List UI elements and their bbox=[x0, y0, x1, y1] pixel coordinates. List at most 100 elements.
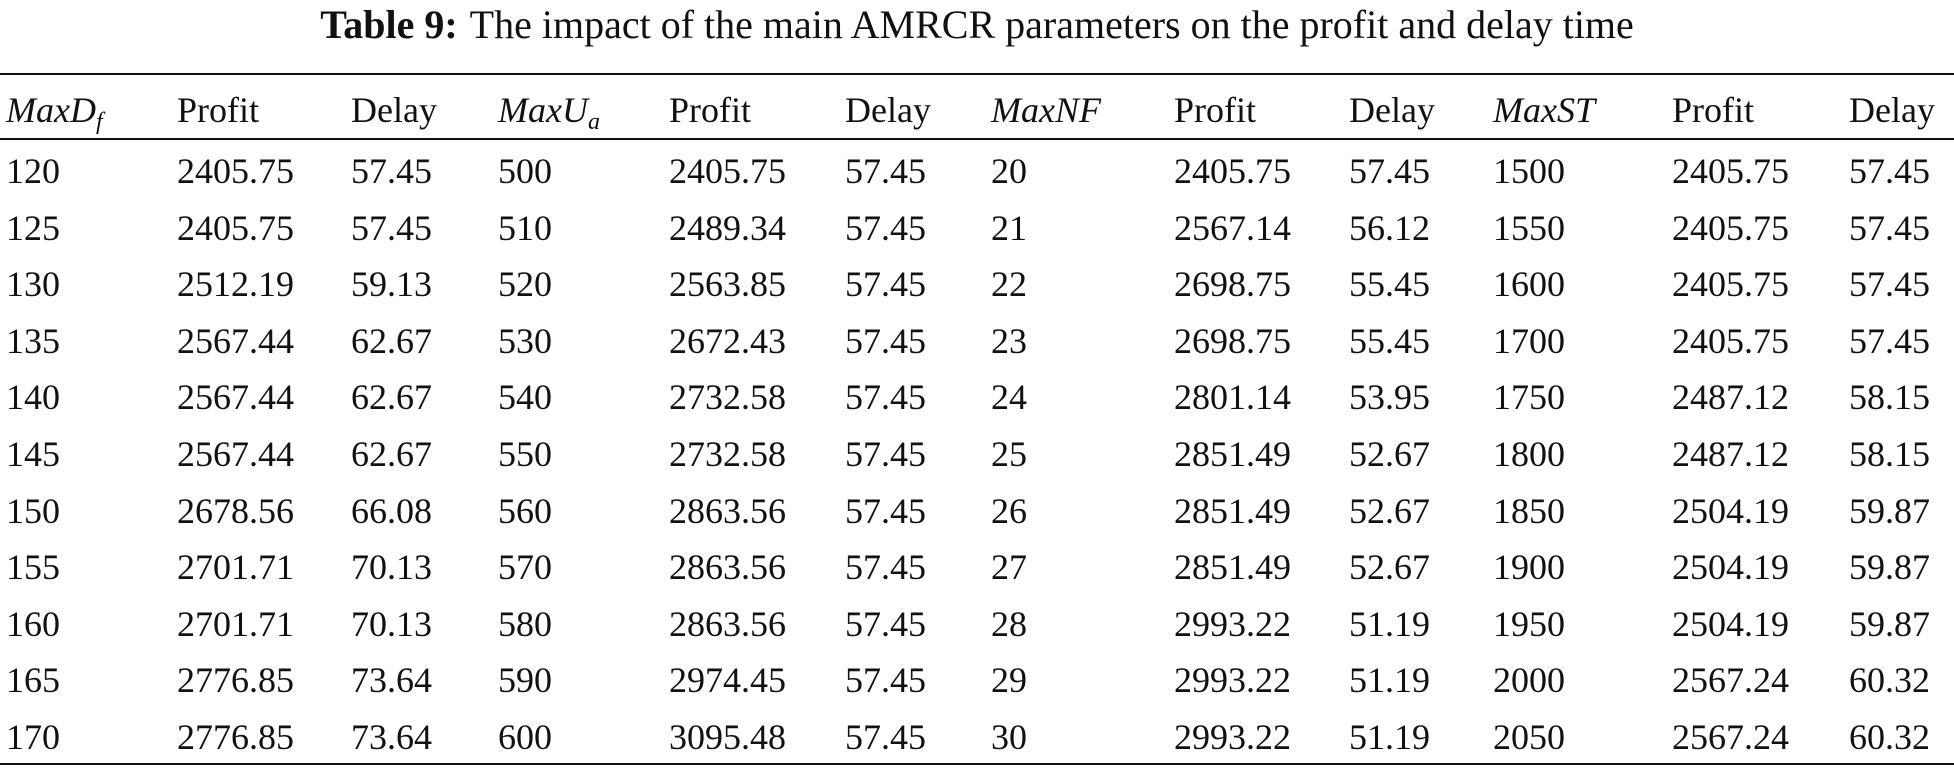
table-cell: 2405.75 bbox=[1672, 264, 1789, 305]
table-cell: 2563.85 bbox=[669, 264, 786, 305]
table-cell: 52.67 bbox=[1349, 547, 1430, 588]
table-cell: 170 bbox=[6, 717, 60, 757]
table-cell: 130 bbox=[6, 264, 60, 305]
table-cell: 140 bbox=[6, 377, 60, 418]
header-text: MaxU bbox=[498, 90, 588, 130]
header-cell: Delay bbox=[1349, 90, 1435, 130]
table-cell: 2567.24 bbox=[1672, 660, 1789, 701]
table-cell: 135 bbox=[6, 320, 60, 361]
table-cell: 1850 bbox=[1493, 490, 1565, 531]
table-cell: 2504.19 bbox=[1672, 603, 1789, 644]
table-cell: 59.13 bbox=[351, 264, 432, 305]
table-cell: 2405.75 bbox=[177, 151, 294, 191]
table-cell: 160 bbox=[6, 603, 60, 644]
header-symbol: MaxDf bbox=[6, 90, 103, 135]
table-cell: 57.45 bbox=[1849, 320, 1930, 361]
table-cell: 600 bbox=[498, 717, 552, 757]
table-cell: 2974.45 bbox=[669, 660, 786, 701]
table-cell: 2851.49 bbox=[1174, 547, 1291, 588]
table-cell: 2567.24 bbox=[1672, 717, 1789, 757]
table-cell: 2701.71 bbox=[177, 603, 294, 644]
caption-text: The impact of the main AMRCR parameters … bbox=[469, 2, 1634, 47]
header-text: MaxD bbox=[6, 90, 96, 130]
table-cell: 1700 bbox=[1493, 320, 1565, 361]
table-cell: 550 bbox=[498, 434, 552, 474]
table-cell: 2487.12 bbox=[1672, 377, 1789, 418]
table-cell: 70.13 bbox=[351, 547, 432, 588]
table-cell: 2776.85 bbox=[177, 660, 294, 701]
table-cell: 2776.85 bbox=[177, 717, 294, 757]
table-cell: 165 bbox=[6, 660, 60, 701]
table-cell: 2405.75 bbox=[669, 151, 786, 191]
table-cell: 150 bbox=[6, 490, 60, 531]
table-cell: 2732.58 bbox=[669, 434, 786, 474]
header-text: MaxNF bbox=[991, 90, 1101, 130]
table-cell: 125 bbox=[6, 207, 60, 248]
table-cell: 73.64 bbox=[351, 717, 432, 757]
table-cell: 580 bbox=[498, 603, 552, 644]
header-cell: Profit bbox=[1672, 90, 1755, 130]
table-cell: 55.45 bbox=[1349, 264, 1430, 305]
table-cell: 57.45 bbox=[845, 547, 926, 588]
table-cell: 70.13 bbox=[351, 603, 432, 644]
table-cell: 510 bbox=[498, 207, 552, 248]
table-cell: 57.45 bbox=[845, 660, 926, 701]
table-cell: 2678.56 bbox=[177, 490, 294, 531]
table-cell: 60.32 bbox=[1849, 660, 1930, 701]
table-cell: 23 bbox=[991, 320, 1027, 361]
table-cell: 1900 bbox=[1493, 547, 1565, 588]
table-cell: 26 bbox=[991, 490, 1027, 531]
table-cell: 2993.22 bbox=[1174, 717, 1291, 757]
table-cell: 57.45 bbox=[1849, 207, 1930, 248]
table-cell: 500 bbox=[498, 151, 552, 191]
table-cell: 1750 bbox=[1493, 377, 1565, 418]
table-cell: 2405.75 bbox=[177, 207, 294, 248]
header-symbol: MaxST bbox=[1493, 90, 1595, 130]
table-cell: 2504.19 bbox=[1672, 490, 1789, 531]
table-cell: 2863.56 bbox=[669, 547, 786, 588]
table-cell: 57.45 bbox=[1349, 151, 1430, 191]
header-symbol: MaxUa bbox=[498, 90, 600, 135]
header-cell: Delay bbox=[1849, 90, 1935, 130]
table-cell: 22 bbox=[991, 264, 1027, 305]
table-cell: 59.87 bbox=[1849, 603, 1930, 644]
table-cell: 1600 bbox=[1493, 264, 1565, 305]
table-cell: 60.32 bbox=[1849, 717, 1930, 757]
table-cell: 2050 bbox=[1493, 717, 1565, 757]
table-cell: 145 bbox=[6, 434, 60, 474]
table-cell: 1950 bbox=[1493, 603, 1565, 644]
table-cell: 2851.49 bbox=[1174, 490, 1291, 531]
table-cell: 120 bbox=[6, 151, 60, 191]
table-cell: 2567.44 bbox=[177, 434, 294, 474]
header-cell: MaxNF bbox=[991, 88, 1101, 132]
table-cell: 2489.34 bbox=[669, 207, 786, 248]
table-cell: 62.67 bbox=[351, 377, 432, 418]
caption-label: Table 9: bbox=[320, 2, 458, 47]
table-cell: 57.45 bbox=[1849, 264, 1930, 305]
table-cell: 58.15 bbox=[1849, 434, 1930, 474]
table-cell: 57.45 bbox=[845, 717, 926, 757]
header-cell: MaxDf bbox=[6, 88, 103, 144]
table-cell: 25 bbox=[991, 434, 1027, 474]
table-cell: 2851.49 bbox=[1174, 434, 1291, 474]
table-cell: 21 bbox=[991, 207, 1027, 248]
table-cell: 51.19 bbox=[1349, 603, 1430, 644]
table-cell: 2512.19 bbox=[177, 264, 294, 305]
table-cell: 155 bbox=[6, 547, 60, 588]
table-cell: 530 bbox=[498, 320, 552, 361]
table-cell: 58.15 bbox=[1849, 377, 1930, 418]
table-cell: 57.45 bbox=[845, 264, 926, 305]
table-cell: 2567.44 bbox=[177, 377, 294, 418]
table-cell: 520 bbox=[498, 264, 552, 305]
table-cell: 57.45 bbox=[351, 151, 432, 191]
header-cell: Profit bbox=[177, 90, 260, 130]
header-cell: MaxST bbox=[1493, 88, 1595, 132]
header-cell: Profit bbox=[669, 90, 752, 130]
table-cell: 51.19 bbox=[1349, 717, 1430, 757]
table-cell: 2993.22 bbox=[1174, 603, 1291, 644]
table-cell: 51.19 bbox=[1349, 660, 1430, 701]
table-cell: 59.87 bbox=[1849, 547, 1930, 588]
table-cell: 2504.19 bbox=[1672, 547, 1789, 588]
table-cell: 57.45 bbox=[845, 434, 926, 474]
